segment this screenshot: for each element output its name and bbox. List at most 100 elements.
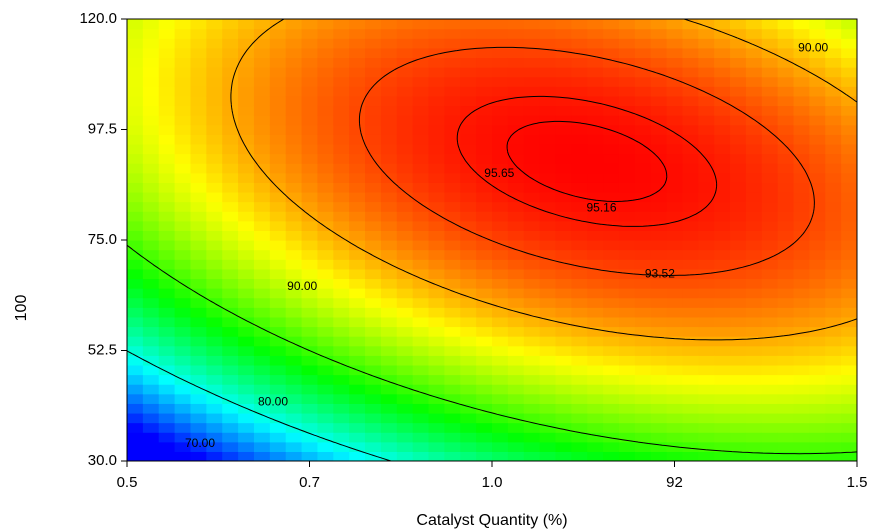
heat-cell — [269, 86, 287, 97]
heat-cell — [269, 95, 287, 107]
heat-cell — [809, 240, 826, 251]
heat-cell — [841, 230, 857, 241]
heat-cell — [555, 297, 572, 308]
heat-cell — [396, 278, 414, 289]
heat-cell — [127, 115, 144, 126]
heat-cell — [333, 345, 350, 356]
heat-cell — [698, 403, 715, 414]
heat-cell — [349, 441, 366, 452]
heat-cell — [428, 345, 445, 356]
heat-cell — [349, 259, 366, 270]
heat-cell — [269, 393, 287, 404]
heat-cell — [127, 38, 144, 49]
heat-cell — [476, 422, 493, 433]
heat-cell — [650, 124, 668, 135]
heat-cell — [476, 384, 493, 395]
heat-cell — [555, 220, 572, 231]
heat-cell — [396, 240, 414, 251]
heat-cell — [666, 76, 684, 87]
heat-cell — [158, 336, 176, 347]
heat-cell — [809, 163, 826, 174]
heat-cell — [253, 268, 271, 280]
heat-cell — [174, 268, 192, 280]
heat-cell — [745, 364, 763, 376]
heat-cell — [428, 86, 445, 97]
heat-cell — [380, 451, 398, 461]
heat-cell — [412, 288, 430, 299]
heat-cell — [428, 432, 445, 443]
heat-cell — [396, 19, 414, 30]
heat-cell — [777, 374, 795, 385]
heat-cell — [603, 384, 620, 395]
heat-cell — [476, 201, 493, 212]
heat-cell — [698, 441, 715, 452]
heat-cell — [269, 211, 287, 222]
heat-cell — [618, 422, 636, 433]
heat-cell — [476, 67, 493, 78]
heat-cell — [301, 95, 319, 107]
heat-cell — [380, 432, 398, 443]
heat-cell — [428, 307, 445, 318]
heat-cell — [269, 307, 287, 318]
heat-cell — [349, 451, 366, 461]
heat-cell — [333, 57, 350, 68]
heat-cell — [714, 316, 731, 328]
heat-cell — [127, 412, 144, 424]
heat-cell — [380, 364, 398, 376]
heat-cell — [444, 384, 461, 395]
heat-cell — [841, 38, 857, 49]
heat-cell — [539, 201, 557, 212]
heat-cell — [809, 230, 826, 241]
heat-cell — [396, 268, 414, 280]
heat-cell — [412, 393, 430, 404]
heat-cell — [539, 143, 557, 155]
heat-cell — [730, 268, 747, 280]
heat-cell — [365, 86, 382, 97]
heat-cell — [301, 28, 319, 39]
heat-cell — [269, 422, 287, 433]
heat-cell — [460, 163, 477, 174]
heat-cell — [222, 451, 239, 461]
heat-cell — [761, 393, 779, 404]
heat-cell — [428, 134, 445, 145]
heat-cell — [206, 374, 223, 385]
heat-cell — [238, 172, 255, 183]
heat-cell — [380, 211, 398, 222]
heat-cell — [571, 412, 588, 424]
heat-cell — [444, 105, 461, 116]
heat-cell — [682, 57, 699, 68]
heat-cell — [698, 364, 715, 376]
heat-cell — [460, 86, 477, 97]
heat-cell — [301, 268, 319, 280]
heat-cell — [349, 278, 366, 289]
heat-cell — [301, 441, 319, 452]
heat-cell — [571, 230, 588, 241]
heat-cell — [253, 105, 271, 116]
heat-cell — [523, 288, 541, 299]
heat-cell — [253, 134, 271, 145]
heat-cell — [523, 451, 541, 461]
heat-cell — [523, 105, 541, 116]
heat-cell — [444, 297, 461, 308]
heat-cell — [555, 268, 572, 280]
heat-cell — [682, 355, 699, 366]
heat-cell — [412, 345, 430, 356]
heat-cell — [666, 288, 684, 299]
heat-cell — [476, 355, 493, 366]
heat-cell — [206, 364, 223, 376]
heat-cell — [714, 355, 731, 366]
heat-cell — [190, 115, 207, 126]
heat-cell — [238, 105, 255, 116]
heat-cell — [142, 364, 160, 376]
heat-cell — [841, 288, 857, 299]
heat-cell — [539, 451, 557, 461]
heat-cell — [809, 191, 826, 203]
heat-cell — [460, 220, 477, 231]
heat-cell — [634, 28, 652, 39]
heat-cell — [269, 326, 287, 337]
heat-cell — [365, 432, 382, 443]
heat-cell — [730, 67, 747, 78]
heat-cell — [539, 67, 557, 78]
heat-cell — [317, 268, 334, 280]
heat-cell — [492, 105, 509, 116]
